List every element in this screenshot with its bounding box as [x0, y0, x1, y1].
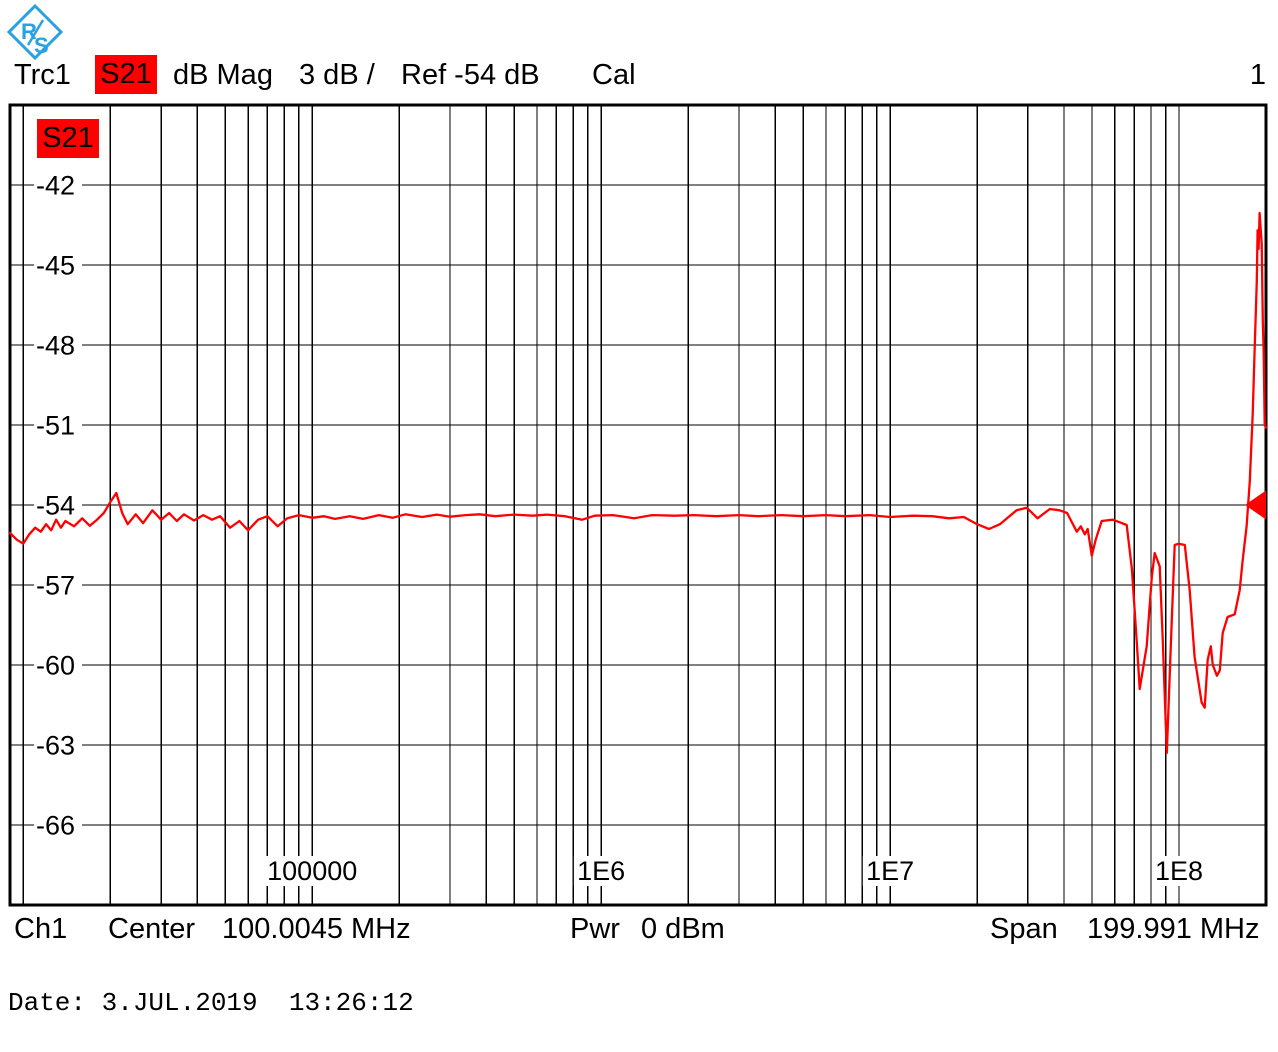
x-axis-tick-label: 1E6	[577, 856, 625, 886]
s21-trace	[8, 211, 1268, 755]
trace-parameter-badge[interactable]: S21	[95, 55, 157, 94]
y-axis-tick-label: -54	[36, 491, 75, 521]
logo-letter-s: S	[34, 33, 49, 58]
ref-level-label[interactable]: Ref -54 dB	[401, 59, 540, 91]
logo-letter-r: R	[21, 19, 37, 44]
y-label-mask	[34, 250, 82, 280]
y-label-mask	[34, 730, 82, 760]
y-label-mask	[34, 330, 82, 360]
y-label-mask	[34, 810, 82, 840]
channel-label[interactable]: Ch1	[14, 913, 68, 945]
y-axis-tick-label: -63	[36, 731, 75, 761]
power-value[interactable]: 0 dBm	[641, 913, 725, 945]
x-label-mask	[862, 856, 918, 886]
x-axis-tick-label: 1E8	[1155, 856, 1203, 886]
y-label-mask	[34, 410, 82, 440]
power-label: Pwr	[570, 913, 620, 945]
y-axis-tick-label: -42	[36, 171, 75, 201]
x-label-mask	[573, 856, 629, 886]
center-freq-label: Center	[108, 913, 196, 945]
cal-status-label[interactable]: Cal	[592, 59, 636, 91]
ref-level-marker-icon[interactable]	[1245, 490, 1266, 520]
y-axis-tick-label: -45	[36, 251, 75, 281]
y-label-mask	[34, 570, 82, 600]
y-label-mask	[34, 170, 82, 200]
rohde-schwarz-logo-icon: R S	[6, 3, 64, 61]
y-axis-tick-label: -66	[36, 811, 75, 841]
x-axis-tick-label: 100000	[267, 856, 357, 886]
y-label-mask	[34, 490, 82, 520]
window-number-label: 1	[1249, 59, 1266, 91]
date-time-label: Date: 3.JUL.2019 13:26:12	[8, 988, 414, 1018]
y-axis-tick-label: -57	[36, 571, 75, 601]
x-axis-tick-label: 1E7	[866, 856, 914, 886]
trace-name-label[interactable]: Trc1	[14, 59, 71, 91]
plot-trace-badge: S21	[37, 119, 99, 158]
logo-diagonal	[26, 19, 45, 46]
scale-per-div-label[interactable]: 3 dB /	[299, 59, 375, 91]
span-value[interactable]: 199.991 MHz	[1087, 913, 1260, 945]
trace-format-label[interactable]: dB Mag	[173, 59, 273, 91]
y-axis-tick-label: -48	[36, 331, 75, 361]
span-label: Span	[990, 913, 1058, 945]
y-label-mask	[34, 650, 82, 680]
x-label-mask	[1151, 856, 1207, 886]
y-axis-tick-label: -60	[36, 651, 75, 681]
x-label-mask	[261, 856, 363, 886]
center-freq-value[interactable]: 100.0045 MHz	[222, 913, 411, 945]
y-axis-tick-label: -51	[36, 411, 75, 441]
